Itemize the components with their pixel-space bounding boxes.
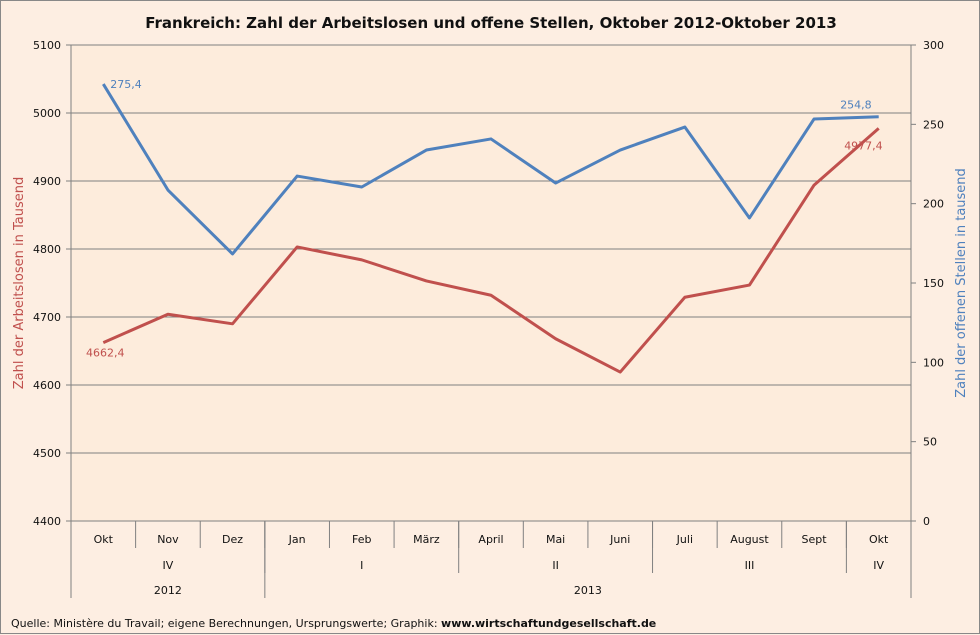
y-right-tick-label: 150: [923, 277, 944, 290]
quarter-label: I: [360, 559, 363, 572]
x-tick-label: Juli: [676, 533, 693, 546]
y-axis-left-label: Zahl der Arbeitslosen in Tausend: [12, 177, 27, 390]
y-left-tick-label: 4600: [33, 379, 61, 392]
data-label: 275,4: [110, 78, 142, 91]
y-left-tick-label: 4500: [33, 447, 61, 460]
y-left-tick-label: 4700: [33, 311, 61, 324]
x-tick-label: Dez: [222, 533, 243, 546]
y-axis-right-label: Zahl der offenen Stellen in tausend: [954, 168, 969, 398]
x-tick-label: August: [730, 533, 769, 546]
year-label: 2012: [154, 584, 182, 597]
data-label: 254,8: [840, 99, 872, 112]
x-tick-label: Okt: [869, 533, 889, 546]
y-right-tick-label: 250: [923, 118, 944, 131]
y-right-tick-label: 50: [923, 436, 937, 449]
x-tick-label: März: [413, 533, 440, 546]
source-link[interactable]: www.wirtschaftundgesellschaft.de: [441, 617, 656, 630]
y-right-tick-label: 100: [923, 356, 944, 369]
y-left-tick-label: 4800: [33, 243, 61, 256]
quarter-label: IV: [163, 559, 174, 572]
y-left-tick-label: 5100: [33, 39, 61, 52]
x-tick-label: Mai: [546, 533, 565, 546]
source-text: Quelle: Ministère du Travail; eigene Ber…: [11, 617, 441, 630]
quarter-label: IV: [873, 559, 884, 572]
quarter-label: II: [552, 559, 559, 572]
source-note: Quelle: Ministère du Travail; eigene Ber…: [11, 617, 656, 630]
data-label: 4662,4: [86, 347, 125, 360]
quarter-label: III: [745, 559, 755, 572]
chart-title: Frankreich: Zahl der Arbeitslosen und of…: [145, 14, 837, 32]
y-right-tick-label: 200: [923, 198, 944, 211]
x-tick-label: Okt: [94, 533, 114, 546]
plot-area: [71, 45, 911, 521]
y-right-tick-label: 300: [923, 39, 944, 52]
x-tick-label: Juni: [609, 533, 630, 546]
y-left-tick-label: 5000: [33, 107, 61, 120]
y-right-tick-label: 0: [923, 515, 930, 528]
x-tick-label: Jan: [288, 533, 306, 546]
y-left-tick-label: 4400: [33, 515, 61, 528]
data-label: 4977,4: [844, 139, 883, 152]
x-tick-label: Feb: [352, 533, 371, 546]
x-tick-label: Sept: [802, 533, 828, 546]
x-tick-label: April: [478, 533, 503, 546]
y-left-tick-label: 4900: [33, 175, 61, 188]
year-label: 2013: [574, 584, 602, 597]
x-tick-label: Nov: [157, 533, 179, 546]
